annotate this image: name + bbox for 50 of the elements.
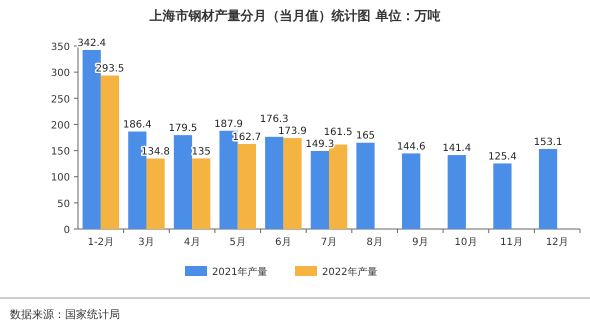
data-label: 135	[192, 146, 211, 158]
y-tick-label: 250	[50, 94, 70, 106]
x-tick-label: 4月	[184, 237, 200, 248]
bar	[174, 135, 192, 229]
y-tick-label: 300	[50, 68, 70, 80]
x-tick-label: 5月	[230, 237, 246, 248]
chart-title: 上海市钢材产量分月（当月值）统计图 单位：万吨	[148, 8, 440, 24]
y-tick-label: 200	[50, 120, 70, 132]
data-label: 179.5	[168, 123, 198, 134]
x-tick-label: 6月	[275, 237, 292, 248]
y-tick-label: 350	[50, 42, 70, 53]
data-label: 176.3	[260, 114, 289, 126]
bar	[538, 148, 558, 229]
bar	[310, 150, 329, 229]
bar	[265, 136, 284, 229]
x-tick-label: 11月	[500, 237, 523, 248]
source-note: 数据来源：国家统计局	[10, 308, 120, 321]
legend-label: 2021年产量	[212, 266, 268, 278]
x-tick-label: 9月	[412, 237, 428, 248]
data-label: 187.9	[214, 118, 243, 130]
data-label: 173.9	[278, 126, 307, 138]
y-tick-label: 50	[57, 198, 70, 210]
bar	[493, 163, 512, 229]
bar	[238, 144, 256, 229]
bar	[448, 155, 466, 229]
bar	[356, 142, 375, 229]
y-tick-label: 150	[50, 146, 70, 158]
x-tick-label: 12月	[546, 237, 569, 248]
data-label: 161.5	[324, 126, 352, 138]
x-tick-label: 3月	[138, 237, 155, 248]
bar	[100, 76, 120, 229]
y-tick-label: 0	[64, 225, 70, 236]
bar	[146, 158, 165, 229]
data-label: 153.1	[534, 136, 562, 148]
data-label: 141.4	[442, 143, 472, 154]
data-label: 125.4	[488, 151, 517, 162]
data-label: 342.4	[77, 38, 106, 49]
bar	[192, 158, 210, 229]
data-label: 149.3	[306, 138, 334, 150]
data-label: 186.4	[123, 120, 152, 131]
y-tick-label: 100	[50, 172, 70, 184]
x-tick-label: 7月	[320, 237, 338, 248]
x-tick-label: 8月	[366, 237, 383, 248]
bar	[402, 153, 420, 229]
data-label: 144.6	[396, 141, 426, 152]
x-tick-label: 1-2月	[88, 237, 114, 248]
x-tick-label: 10月	[454, 237, 478, 248]
bar	[283, 138, 302, 229]
legend-label: 2022年产量	[322, 266, 378, 278]
data-label: 165	[356, 130, 376, 142]
